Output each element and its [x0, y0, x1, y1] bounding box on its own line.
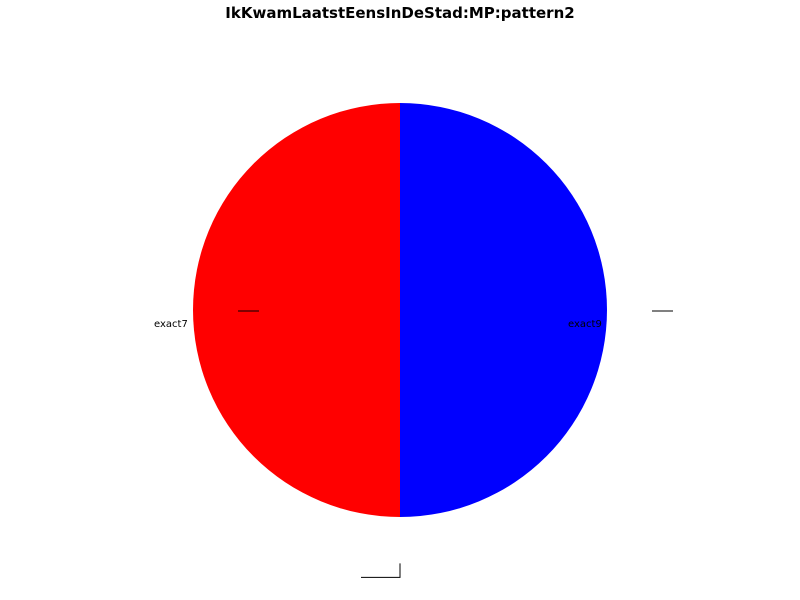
- pie-labels: exact7 exact9: [154, 310, 673, 578]
- chart-title: IkKwamLaatstEensInDeStad:MP:pattern2: [225, 4, 574, 22]
- pie-slice-exact9: [400, 103, 607, 517]
- pie-label-exact7: exact7: [154, 319, 188, 330]
- pie-slice-exact7: [193, 103, 400, 517]
- pie-slices: [193, 103, 607, 517]
- pie-label-exact9: exact9: [568, 319, 602, 330]
- leader-line-slice-1: [361, 563, 401, 578]
